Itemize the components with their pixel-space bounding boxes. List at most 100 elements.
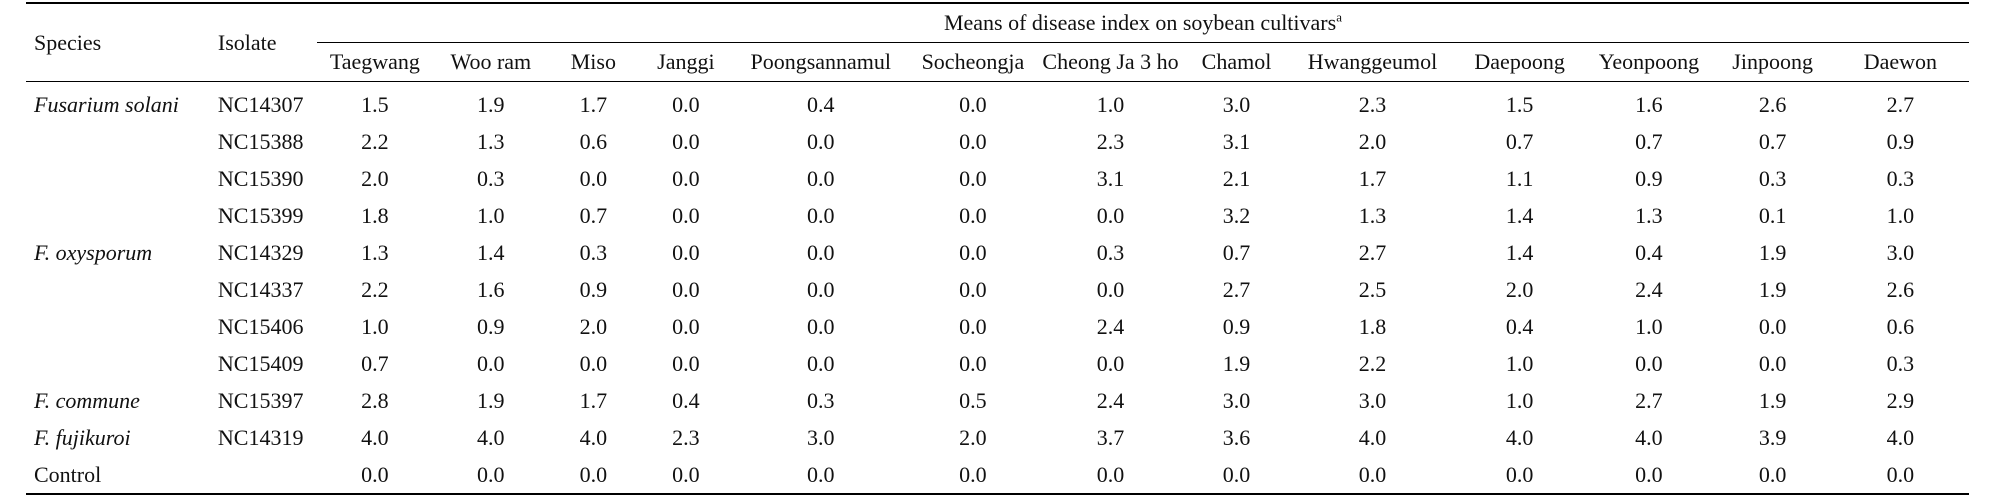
table-row: F. commune NC15397 2.8 1.9 1.7 0.4 0.3 0.5 2.4 3.…	[26, 382, 1969, 419]
value-cell: 0.3	[1758, 165, 1787, 191]
value-cell: 0.6	[1886, 313, 1915, 339]
table-row: Fusarium solani NC14307 1.5 1.9 1.7 0.0 0.4 0.0…	[26, 82, 1969, 124]
value-cell: 0.3	[477, 165, 505, 191]
value-cell: 1.4	[477, 239, 505, 265]
value-cell: 2.7	[1222, 276, 1251, 302]
value-cell: 4.0	[1358, 424, 1387, 450]
value-cell: 4.0	[1886, 424, 1915, 450]
value-cell: 0.7	[1635, 128, 1663, 154]
cultivar-header-row: Taegwang Woo ram Miso Janggi Poongsannamul So…	[26, 42, 1969, 82]
value-cell: 0.7	[361, 350, 389, 376]
value-cell: 1.0	[1505, 387, 1534, 413]
value-cell: 2.6	[1886, 276, 1915, 302]
value-cell: 3.6	[1222, 424, 1251, 450]
table-row: NC15399 1.8 1.0 0.7 0.0 0.0 0.0 0.0 3.2 1.3 1.4 1.3…	[26, 197, 1969, 234]
species-cell	[26, 308, 210, 345]
header-cultivar: Hwanggeumol	[1290, 42, 1455, 82]
value-cell: 1.8	[361, 202, 389, 228]
value-cell: 0.0	[579, 165, 608, 191]
value-cell: 0.0	[806, 350, 835, 376]
value-cell: 0.0	[806, 165, 835, 191]
value-cell: 0.6	[579, 128, 608, 154]
value-cell: 0.0	[1584, 456, 1714, 495]
value-cell: 0.9	[579, 276, 608, 302]
value-cell: 0.0	[959, 91, 987, 117]
species-cell	[26, 197, 210, 234]
header-cultivar: Poongsannamul	[733, 42, 908, 82]
header-cultivar: Cheong Ja 3 ho	[1038, 42, 1183, 82]
isolate-cell: NC15397	[217, 387, 304, 413]
species-cell	[26, 271, 210, 308]
header-cultivar: Janggi	[637, 42, 734, 82]
value-cell: 0.4	[1635, 239, 1663, 265]
value-cell: 1.0	[477, 202, 505, 228]
value-cell: 0.9	[477, 313, 505, 339]
value-cell: 4.0	[579, 424, 608, 450]
value-cell: 0.0	[1096, 202, 1125, 228]
value-cell: 0.0	[959, 350, 987, 376]
value-cell: 1.9	[1222, 350, 1251, 376]
value-cell: 4.0	[1505, 424, 1534, 450]
value-cell: 2.0	[361, 165, 389, 191]
value-cell: 0.0	[637, 456, 734, 495]
table-row: NC14337 2.2 1.6 0.9 0.0 0.0 0.0 0.0 2.7 2.5 2.0 2.4…	[26, 271, 1969, 308]
value-cell: 1.5	[1505, 91, 1534, 117]
value-cell: 4.0	[1635, 424, 1663, 450]
value-cell: 1.9	[477, 387, 505, 413]
table-row: F. oxysporum NC14329 1.3 1.4 0.3 0.0 0.0 0.0 0.3…	[26, 234, 1969, 271]
header-group: Means of disease index on soybean cultiv…	[316, 2, 1969, 43]
header-cultivar: Daepoong	[1454, 42, 1585, 82]
table-row: NC15409 0.7 0.0 0.0 0.0 0.0 0.0 0.0 1.9 2.2 1.0 0.0…	[26, 345, 1969, 382]
value-cell: 1.4	[1505, 239, 1534, 265]
value-cell: 0.0	[548, 456, 638, 495]
value-cell: 0.0	[1713, 456, 1832, 495]
value-cell: 0.0	[1290, 456, 1455, 495]
header-cultivar: Miso	[548, 42, 638, 82]
value-cell: 3.0	[1222, 387, 1251, 413]
isolate-cell: NC15399	[217, 202, 304, 228]
header-species: Species	[26, 2, 210, 82]
value-cell: 2.0	[579, 313, 608, 339]
value-cell: 0.0	[1635, 350, 1663, 376]
value-cell: 3.0	[806, 424, 835, 450]
table-body: Fusarium solani NC14307 1.5 1.9 1.7 0.0 0.4 0.0…	[26, 82, 1969, 495]
value-cell: 0.9	[1635, 165, 1663, 191]
species-cell: Fusarium solani	[34, 91, 179, 117]
value-cell: 2.2	[1358, 350, 1387, 376]
isolate-cell: NC14307	[217, 91, 304, 117]
species-cell: F. oxysporum	[34, 239, 153, 265]
value-cell: 0.9	[1222, 313, 1251, 339]
value-cell: 0.0	[672, 165, 700, 191]
header-group-footnote: a	[1336, 9, 1342, 25]
value-cell: 0.0	[672, 276, 700, 302]
isolate-cell: NC15406	[217, 313, 304, 339]
value-cell: 2.7	[1886, 91, 1915, 117]
value-cell: 2.6	[1758, 91, 1787, 117]
value-cell: 1.6	[1635, 91, 1663, 117]
value-cell: 2.3	[672, 424, 700, 450]
value-cell: 0.0	[959, 239, 987, 265]
value-cell: 3.0	[1222, 91, 1251, 117]
value-cell: 3.2	[1222, 202, 1251, 228]
value-cell: 1.7	[1358, 165, 1387, 191]
isolate-cell: NC15388	[217, 128, 304, 154]
disease-index-table-container: Species Isolate Means of disease index o…	[26, 2, 1969, 495]
value-cell: 1.6	[477, 276, 505, 302]
header-group-text: Means of disease index on soybean cultiv…	[943, 10, 1337, 35]
isolate-cell: NC14319	[217, 424, 304, 450]
value-cell: 2.2	[361, 128, 389, 154]
value-cell: 1.4	[1505, 202, 1534, 228]
value-cell: 2.9	[1886, 387, 1915, 413]
header-cultivar: Socheongja	[907, 42, 1039, 82]
value-cell: 4.0	[477, 424, 505, 450]
value-cell: 0.0	[1831, 456, 1969, 495]
value-cell: 0.7	[1505, 128, 1534, 154]
value-cell: 4.0	[361, 424, 389, 450]
disease-index-table: Species Isolate Means of disease index o…	[26, 2, 1969, 495]
value-cell: 0.0	[1038, 456, 1183, 495]
value-cell: 3.7	[1096, 424, 1125, 450]
value-cell: 0.3	[1096, 239, 1125, 265]
value-cell: 1.9	[1758, 239, 1787, 265]
value-cell: 2.4	[1096, 387, 1125, 413]
value-cell: 1.7	[579, 91, 608, 117]
